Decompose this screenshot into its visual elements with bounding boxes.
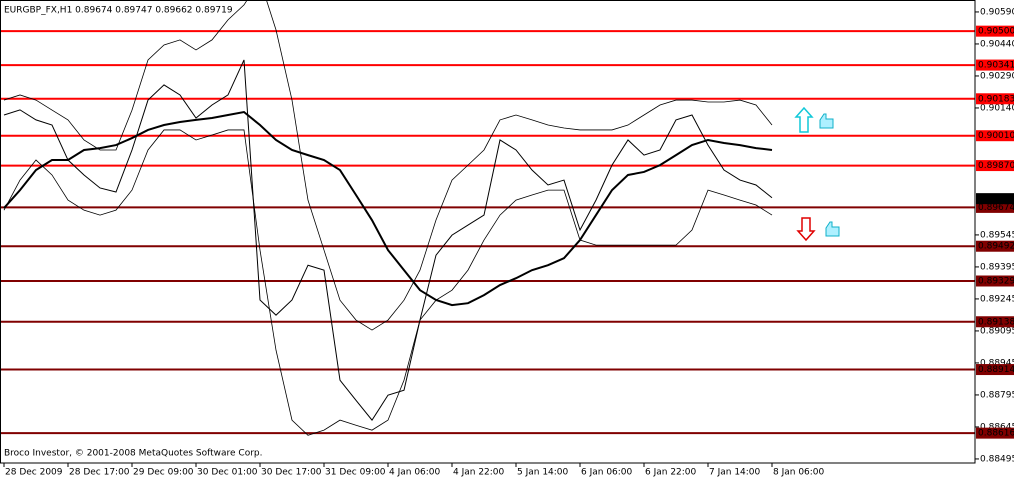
- y-tick-label: 0.89245: [980, 294, 1014, 304]
- price-label: 0.89715: [978, 194, 1014, 204]
- x-tick-label: 5 Jan 14:00: [517, 468, 569, 478]
- price-tag: [976, 193, 1014, 205]
- x-tick-label: 8 Jan 06:00: [773, 468, 825, 478]
- level-tag: [976, 201, 1014, 213]
- price-line: [3, 129, 773, 436]
- y-tick-label: 0.90140: [980, 103, 1014, 113]
- level-tag: [976, 316, 1014, 328]
- chart-title: EURGBP_FX,H1 0.89674 0.89747 0.89662 0.8…: [4, 6, 233, 16]
- level-label: 0.90341: [978, 61, 1014, 71]
- x-tick-label: 4 Jan 06:00: [389, 468, 441, 478]
- level-label: 0.89870: [978, 161, 1014, 171]
- y-tick-label: 0.88795: [980, 390, 1014, 400]
- x-tick-label: 6 Jan 22:00: [645, 468, 697, 478]
- thumb-icon: [825, 221, 840, 237]
- x-tick-label: 4 Jan 22:00: [453, 468, 505, 478]
- price-line: [3, 59, 773, 421]
- down-signal: [796, 217, 840, 242]
- x-tick-label: 28 Dec 17:00: [69, 468, 130, 478]
- y-tick-label: 0.89545: [980, 230, 1014, 240]
- level-label: 0.89329: [978, 277, 1014, 287]
- price-line: [3, 110, 773, 307]
- level-tag: [976, 130, 1014, 142]
- y-tick-label: 0.88945: [980, 358, 1014, 368]
- plot-area: [0, 0, 975, 436]
- level-label: 0.90183: [978, 94, 1014, 104]
- level-tag: [976, 427, 1014, 439]
- level-label: 0.89492: [978, 242, 1014, 252]
- price-line: [3, 0, 773, 331]
- y-tick-label: 0.89095: [980, 326, 1014, 336]
- level-tag: [976, 240, 1014, 252]
- y-tick-label: 0.88645: [980, 422, 1014, 432]
- x-tick-label: 7 Jan 14:00: [709, 468, 761, 478]
- up-signal: [794, 106, 834, 133]
- x-tick-label: 30 Dec 17:00: [261, 468, 322, 478]
- x-tick-label: 31 Dec 09:00: [325, 468, 386, 478]
- level-tag: [976, 364, 1014, 376]
- down-arrow: [796, 217, 816, 242]
- level-tag: [976, 59, 1014, 71]
- level-label: 0.88616: [978, 429, 1014, 439]
- level-label: 0.89138: [978, 317, 1014, 327]
- y-tick-label: 0.90590: [980, 7, 1014, 17]
- x-tick-label: 28 Dec 2009: [5, 468, 63, 478]
- level-label: 0.89674: [978, 203, 1014, 213]
- y-tick-label: 0.89395: [980, 262, 1014, 272]
- y-tick-label: 0.90290: [980, 71, 1014, 81]
- copyright: Broco Investor, © 2001-2008 MetaQuotes S…: [4, 449, 263, 459]
- x-tick-label: 6 Jan 06:00: [581, 468, 633, 478]
- level-label: 0.88914: [978, 365, 1014, 375]
- x-tick-label: 29 Dec 09:00: [133, 468, 194, 478]
- thumb-up-icon: [819, 113, 834, 129]
- x-tick-label: 30 Dec 01:00: [197, 468, 258, 478]
- level-label: 0.90500: [978, 27, 1014, 37]
- level-tag: [976, 275, 1014, 287]
- y-tick-label: 0.90440: [980, 39, 1014, 49]
- level-tag: [976, 25, 1014, 37]
- up-arrow: [794, 106, 814, 133]
- level-label: 0.90010: [978, 131, 1014, 141]
- level-tag: [976, 93, 1014, 105]
- y-tick-label: 0.88495: [980, 454, 1014, 464]
- level-tag: [976, 160, 1014, 172]
